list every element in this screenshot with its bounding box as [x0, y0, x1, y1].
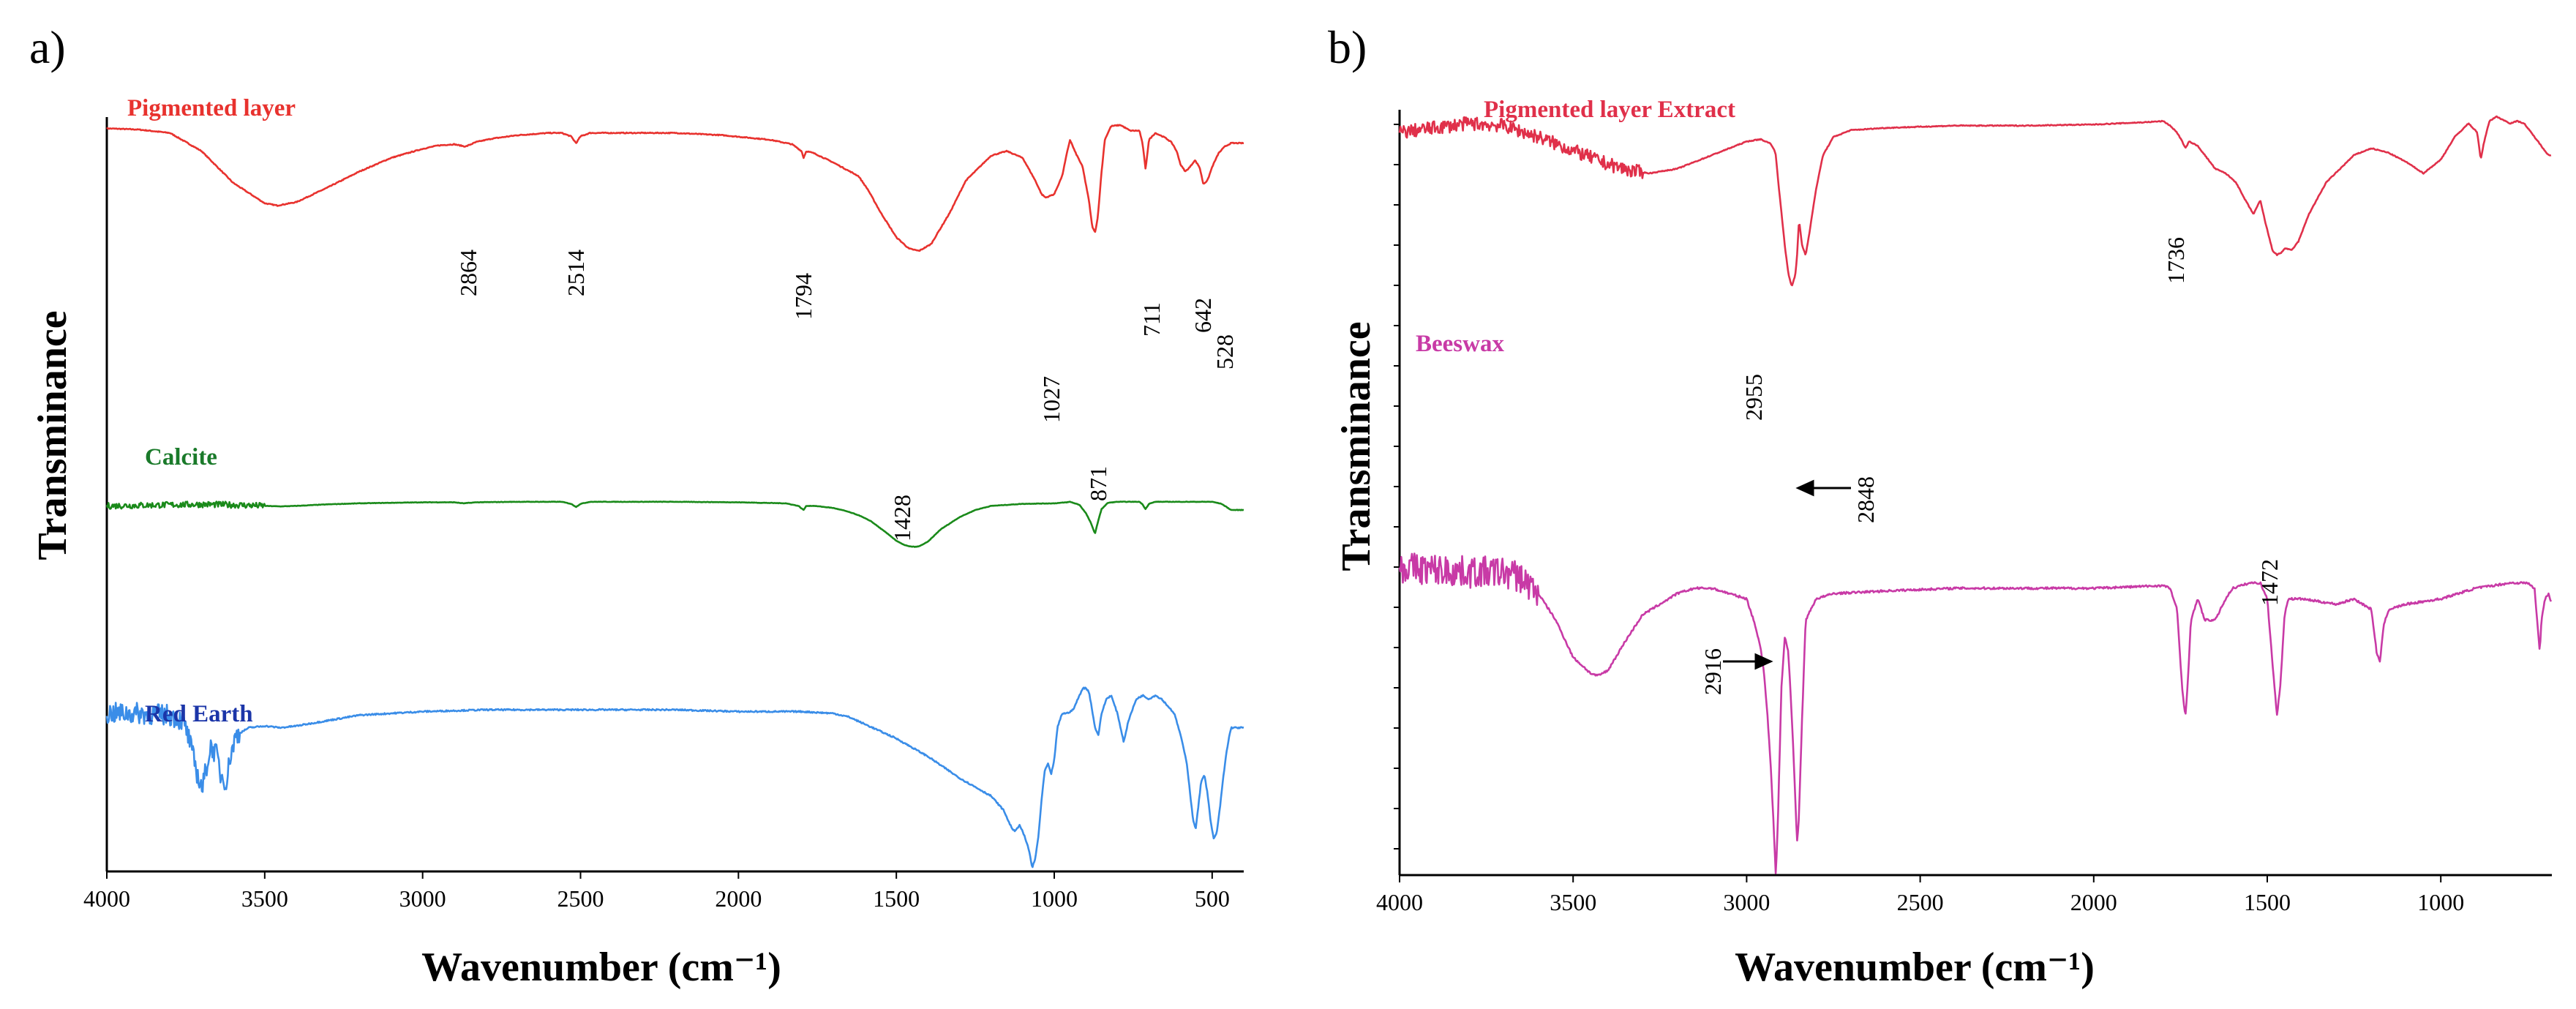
arrow-2848 [1795, 479, 1851, 497]
panel-a-series [105, 124, 1244, 869]
x-tick-label: 2500 [557, 885, 604, 912]
panel-b-series [1398, 115, 2553, 874]
series-line-red-earth [105, 686, 1244, 869]
series-line-pigmented-layer-extract [1398, 115, 2552, 287]
legend-calcite: Calcite [145, 444, 217, 470]
peak-label-1472: 1472 [2256, 559, 2283, 606]
x-tick-label: 3000 [399, 885, 446, 912]
x-tick-label: 2000 [715, 885, 762, 912]
peak-label-2848: 2848 [1852, 476, 1879, 523]
peak-label-642: 642 [1190, 298, 1216, 333]
peak-label-2955: 2955 [1741, 374, 1767, 421]
panel-b-label: b) [1328, 21, 1367, 73]
arrow-2916 [1723, 653, 1773, 670]
panel-a: a) Transminance Wavenumber (cm⁻¹) 4000 35… [29, 21, 1244, 990]
x-tick-label: 1500 [2244, 889, 2291, 915]
x-tick-label: 3000 [1723, 889, 1770, 915]
series-line-pigmented-layer [106, 124, 1244, 252]
x-tick-label: 500 [1195, 885, 1230, 912]
series-line-beeswax [1398, 552, 2553, 874]
x-tick-label: 4000 [1376, 889, 1423, 915]
series-line-calcite [105, 500, 1244, 548]
panel-a-label: a) [29, 21, 66, 73]
legend-beeswax: Beeswax [1416, 331, 1504, 357]
panel-b-y-axis-label: Transminance [1334, 321, 1379, 571]
panel-a-y-axis-label: Transminance [30, 310, 75, 560]
peak-label-871: 871 [1085, 466, 1111, 501]
x-tick-label: 1000 [1031, 885, 1078, 912]
x-tick-label: 1500 [873, 885, 920, 912]
x-tick-label: 2500 [1897, 889, 1944, 915]
x-tick-label: 1000 [2417, 889, 2464, 915]
peak-label-528: 528 [1212, 334, 1238, 370]
x-tick-label: 3500 [1550, 889, 1596, 915]
legend-pigmented-layer-extract: Pigmented layer Extract [1484, 97, 1735, 123]
panel-b-y-minor-ticks [1394, 124, 1400, 849]
legend-pigmented-layer: Pigmented layer [127, 95, 296, 121]
panel-b-x-ticks: 4000 3500 3000 2500 2000 1500 1000 [1376, 875, 2464, 915]
panel-b-x-axis-label: Wavenumber (cm⁻¹) [1735, 945, 2095, 990]
peak-label-1428: 1428 [889, 495, 915, 541]
peak-label-1736: 1736 [2163, 237, 2189, 284]
peak-label-2864: 2864 [455, 250, 481, 296]
peak-label-2916: 2916 [1700, 648, 1726, 695]
peak-label-2514: 2514 [563, 250, 589, 296]
panel-a-x-ticks: 4000 3500 3000 2500 2000 1500 1000 500 [83, 871, 1230, 912]
x-tick-label: 3500 [241, 885, 288, 912]
peak-label-1794: 1794 [790, 273, 816, 320]
peak-label-1027: 1027 [1038, 376, 1064, 423]
panel-a-x-axis-label: Wavenumber (cm⁻¹) [421, 945, 781, 990]
x-tick-label: 4000 [83, 885, 130, 912]
panel-b: b) Transminance Wavenumber (cm⁻¹) 4000 35… [1328, 21, 2553, 990]
legend-red-earth: Red Earth [145, 701, 253, 727]
x-tick-label: 2000 [2070, 889, 2117, 915]
peak-label-711: 711 [1138, 302, 1165, 337]
